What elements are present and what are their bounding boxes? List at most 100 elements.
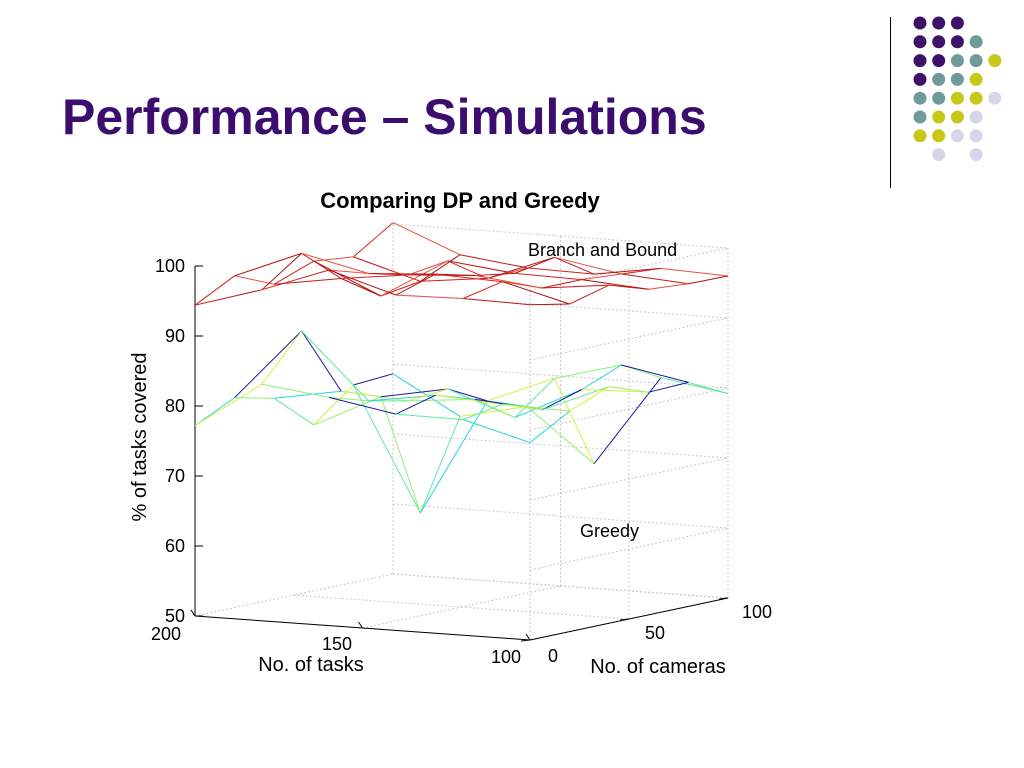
- surface-edge: [234, 275, 275, 285]
- surface-edge: [435, 273, 503, 283]
- decorative-dot: [969, 91, 983, 105]
- surface-edge: [474, 398, 516, 419]
- surface-edge: [502, 281, 570, 305]
- surface-edge: [581, 364, 622, 390]
- decorative-dot: [932, 91, 946, 105]
- z-tick-label: 90: [165, 326, 185, 346]
- surface-edge: [380, 260, 449, 297]
- surface-edge: [462, 403, 503, 421]
- surface-edge: [529, 303, 570, 306]
- surface-edge: [447, 260, 515, 274]
- decorative-dot: [932, 148, 946, 162]
- surface-edge: [194, 275, 235, 306]
- surface-edge: [313, 396, 381, 426]
- surface-edge: [353, 373, 394, 386]
- surface-edge: [514, 378, 555, 418]
- surface-edge: [328, 269, 369, 274]
- surface-edge: [380, 396, 421, 514]
- surface-edge: [395, 294, 464, 299]
- decorative-dot-grid: [913, 16, 1002, 162]
- surface-edge: [514, 256, 555, 274]
- surface-edge: [301, 330, 369, 402]
- surface-edge: [273, 397, 315, 426]
- surface-edge: [542, 284, 610, 289]
- decorative-dot: [988, 91, 1002, 105]
- decorative-dot: [969, 72, 983, 86]
- surface-edge: [609, 284, 649, 290]
- surface-edge: [395, 413, 464, 421]
- surface-edge: [273, 260, 315, 285]
- z-tick-label: 50: [165, 606, 185, 626]
- z-tick-label: 80: [165, 396, 185, 416]
- decorative-dot: [969, 35, 983, 49]
- z-tick-label: 100: [155, 256, 185, 276]
- surface-edge: [581, 273, 622, 281]
- surface-edge: [353, 256, 421, 282]
- surface-edge: [514, 272, 582, 281]
- decorative-dot: [950, 35, 964, 49]
- decorative-divider: [890, 17, 891, 188]
- surface-edge: [569, 386, 610, 412]
- y-tick-label: 50: [645, 623, 665, 643]
- decorative-dot: [969, 110, 983, 124]
- decorative-dot: [988, 54, 1002, 68]
- surface-edge: [194, 289, 263, 306]
- z-tick-label: 70: [165, 466, 185, 486]
- surface-edge: [609, 386, 649, 393]
- decorative-dot: [913, 110, 927, 124]
- z-axis-label: % of tasks covered: [129, 353, 151, 522]
- slide-title: Performance – Simulations: [62, 89, 707, 145]
- surface-edge: [502, 281, 543, 289]
- surface-edge: [648, 381, 689, 393]
- y-tick-label: 100: [742, 602, 772, 622]
- surface-edge: [688, 381, 729, 395]
- surface-edge: [274, 390, 342, 399]
- surface-edge: [261, 330, 303, 385]
- decorative-dot: [932, 54, 946, 68]
- surface-edge: [502, 403, 570, 412]
- decorative-dot: [932, 129, 946, 143]
- decorative-dot: [932, 16, 946, 30]
- decorative-dot: [950, 72, 964, 86]
- surface-edge: [554, 256, 622, 275]
- surface-edge: [554, 256, 595, 275]
- series-label-greedy: Greedy: [580, 521, 639, 541]
- grid-line: [392, 503, 729, 529]
- surface-edge: [301, 330, 342, 392]
- surface-edge: [419, 416, 461, 514]
- surface-edge: [261, 252, 302, 291]
- surface-edge: [261, 383, 330, 398]
- surface-edge: [380, 388, 448, 398]
- surface-edge: [194, 397, 235, 427]
- decorative-dot: [932, 110, 946, 124]
- surface-edge: [487, 377, 555, 402]
- surface-edge: [688, 275, 729, 285]
- grid-line: [529, 387, 729, 431]
- surface-edge: [328, 269, 397, 296]
- y-tick: [619, 618, 630, 621]
- surface-edge: [526, 406, 595, 465]
- grid-line: [392, 363, 729, 389]
- surface-edge: [459, 254, 528, 269]
- surface-edge: [328, 396, 369, 402]
- surface-edge: [447, 388, 488, 402]
- decorative-dot: [913, 54, 927, 68]
- surface-edge: [542, 279, 582, 289]
- x-tick: [525, 633, 531, 641]
- chart-title: Comparing DP and Greedy: [320, 188, 600, 213]
- surface-edge: [581, 389, 649, 393]
- y-axis-label: No. of cameras: [590, 656, 726, 678]
- surface-edge: [459, 406, 528, 417]
- y-tick: [520, 639, 531, 642]
- surface-edge: [408, 398, 476, 402]
- grid-line: [362, 585, 561, 629]
- surface-edge: [368, 273, 436, 275]
- surface-edge: [621, 273, 689, 285]
- surface-edge: [395, 394, 436, 415]
- surface-edge: [462, 419, 531, 444]
- decorative-dot: [950, 91, 964, 105]
- surface-edge: [234, 330, 302, 398]
- chart-axes: [190, 265, 729, 642]
- surface-edge: [420, 254, 461, 282]
